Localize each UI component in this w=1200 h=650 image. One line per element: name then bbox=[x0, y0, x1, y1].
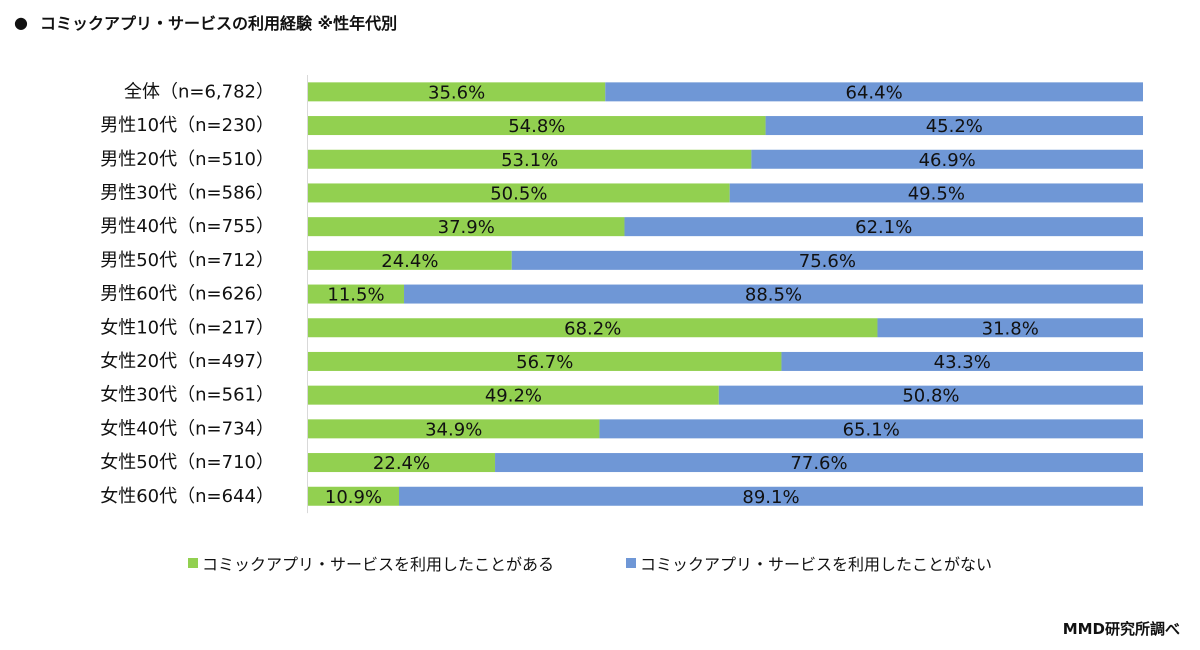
data-label-not-used: 43.3% bbox=[934, 352, 991, 373]
bar-segment-not-used bbox=[399, 486, 1143, 506]
category-label: 男性30代（n=586） bbox=[100, 182, 274, 203]
chart-legend: コミックアプリ・サービスを利用したことがある コミックアプリ・サービスを利用した… bbox=[0, 551, 1200, 575]
chart-title-row: ● コミックアプリ・サービスの利用経験 ※性年代別 bbox=[14, 10, 397, 34]
bullet-icon: ● bbox=[14, 12, 28, 32]
data-label-used: 35.6% bbox=[428, 82, 485, 103]
data-label-not-used: 64.4% bbox=[846, 82, 903, 103]
category-label: 男性50代（n=712） bbox=[100, 250, 274, 271]
category-label: 男性40代（n=755） bbox=[100, 216, 274, 237]
bar-segment-used bbox=[308, 486, 400, 506]
legend-label-used: コミックアプリ・サービスを利用したことがある bbox=[202, 555, 555, 574]
source-credit: MMD研究所調べ bbox=[1062, 620, 1180, 638]
category-label: 全体（n=6,782） bbox=[124, 81, 274, 102]
bar-segment-not-used bbox=[729, 183, 1143, 203]
bar-segment-not-used bbox=[605, 82, 1143, 102]
data-label-used: 50.5% bbox=[490, 183, 547, 204]
data-label-used: 53.1% bbox=[501, 150, 558, 171]
data-label-used: 11.5% bbox=[327, 285, 384, 306]
bar-segment-not-used bbox=[781, 351, 1143, 371]
data-label-used: 34.9% bbox=[425, 419, 482, 440]
data-label-used: 22.4% bbox=[373, 453, 430, 474]
bar-segment-used bbox=[308, 116, 766, 136]
data-label-used: 56.7% bbox=[516, 352, 573, 373]
bar-segment-used bbox=[308, 149, 752, 169]
bar-segment-used bbox=[308, 419, 600, 439]
bar-segment-not-used bbox=[765, 116, 1143, 136]
data-label-not-used: 49.5% bbox=[908, 183, 965, 204]
bar-segment-used bbox=[308, 284, 405, 304]
data-label-not-used: 65.1% bbox=[843, 419, 900, 440]
category-label: 男性10代（n=230） bbox=[100, 115, 274, 136]
category-label: 男性20代（n=510） bbox=[100, 149, 274, 170]
data-label-not-used: 75.6% bbox=[799, 251, 856, 272]
bar-segment-not-used bbox=[599, 419, 1143, 439]
data-label-used: 10.9% bbox=[325, 487, 382, 508]
data-label-used: 54.8% bbox=[508, 116, 565, 137]
bar-segment-not-used bbox=[404, 284, 1143, 304]
data-label-not-used: 50.8% bbox=[902, 386, 959, 407]
bar-segment-not-used bbox=[751, 149, 1143, 169]
category-label: 女性50代（n=710） bbox=[100, 452, 274, 473]
legend-label-not-used: コミックアプリ・サービスを利用したことがない bbox=[640, 555, 993, 574]
data-label-used: 49.2% bbox=[485, 386, 542, 407]
bar-segment-not-used bbox=[624, 217, 1143, 237]
data-label-not-used: 88.5% bbox=[745, 285, 802, 306]
category-label: 女性10代（n=217） bbox=[100, 317, 274, 338]
legend-item-used: コミックアプリ・サービスを利用したことがある bbox=[188, 551, 554, 575]
legend-swatch-not-used bbox=[626, 558, 636, 568]
bar-segment-used bbox=[308, 250, 512, 270]
category-label: 女性60代（n=644） bbox=[100, 486, 274, 507]
data-label-used: 68.2% bbox=[564, 318, 621, 339]
bar-segment-used bbox=[308, 82, 606, 102]
bar-segment-used bbox=[308, 217, 625, 237]
data-label-used: 37.9% bbox=[438, 217, 495, 238]
bar-segment-used bbox=[308, 385, 719, 405]
category-label: 女性30代（n=561） bbox=[100, 385, 274, 406]
bar-segment-not-used bbox=[495, 453, 1143, 473]
bar-segment-used bbox=[308, 318, 878, 338]
chart-title: コミックアプリ・サービスの利用経験 ※性年代別 bbox=[39, 14, 398, 33]
data-label-not-used: 45.2% bbox=[926, 116, 983, 137]
data-label-not-used: 46.9% bbox=[919, 150, 976, 171]
category-label: 男性60代（n=626） bbox=[100, 284, 274, 305]
bar-segment-used bbox=[308, 351, 782, 371]
data-label-not-used: 62.1% bbox=[855, 217, 912, 238]
data-label-not-used: 77.6% bbox=[790, 453, 847, 474]
bar-segment-not-used bbox=[877, 318, 1143, 338]
stacked-bar-chart: 全体（n=6,782） 35.6% 64.4% 男性10代（n=230） 54.8% 45… bbox=[100, 75, 1143, 514]
bar-segment-not-used bbox=[718, 385, 1143, 405]
legend-swatch-used bbox=[188, 558, 198, 568]
category-label: 女性20代（n=497） bbox=[100, 351, 274, 372]
bar-segment-not-used bbox=[511, 250, 1143, 270]
data-label-not-used: 89.1% bbox=[742, 487, 799, 508]
data-label-not-used: 31.8% bbox=[982, 318, 1039, 339]
data-label-used: 24.4% bbox=[381, 251, 438, 272]
bar-segment-used bbox=[308, 453, 496, 473]
legend-item-not-used: コミックアプリ・サービスを利用したことがない bbox=[626, 551, 992, 575]
category-label: 女性40代（n=734） bbox=[100, 418, 274, 439]
bar-segment-used bbox=[308, 183, 730, 203]
